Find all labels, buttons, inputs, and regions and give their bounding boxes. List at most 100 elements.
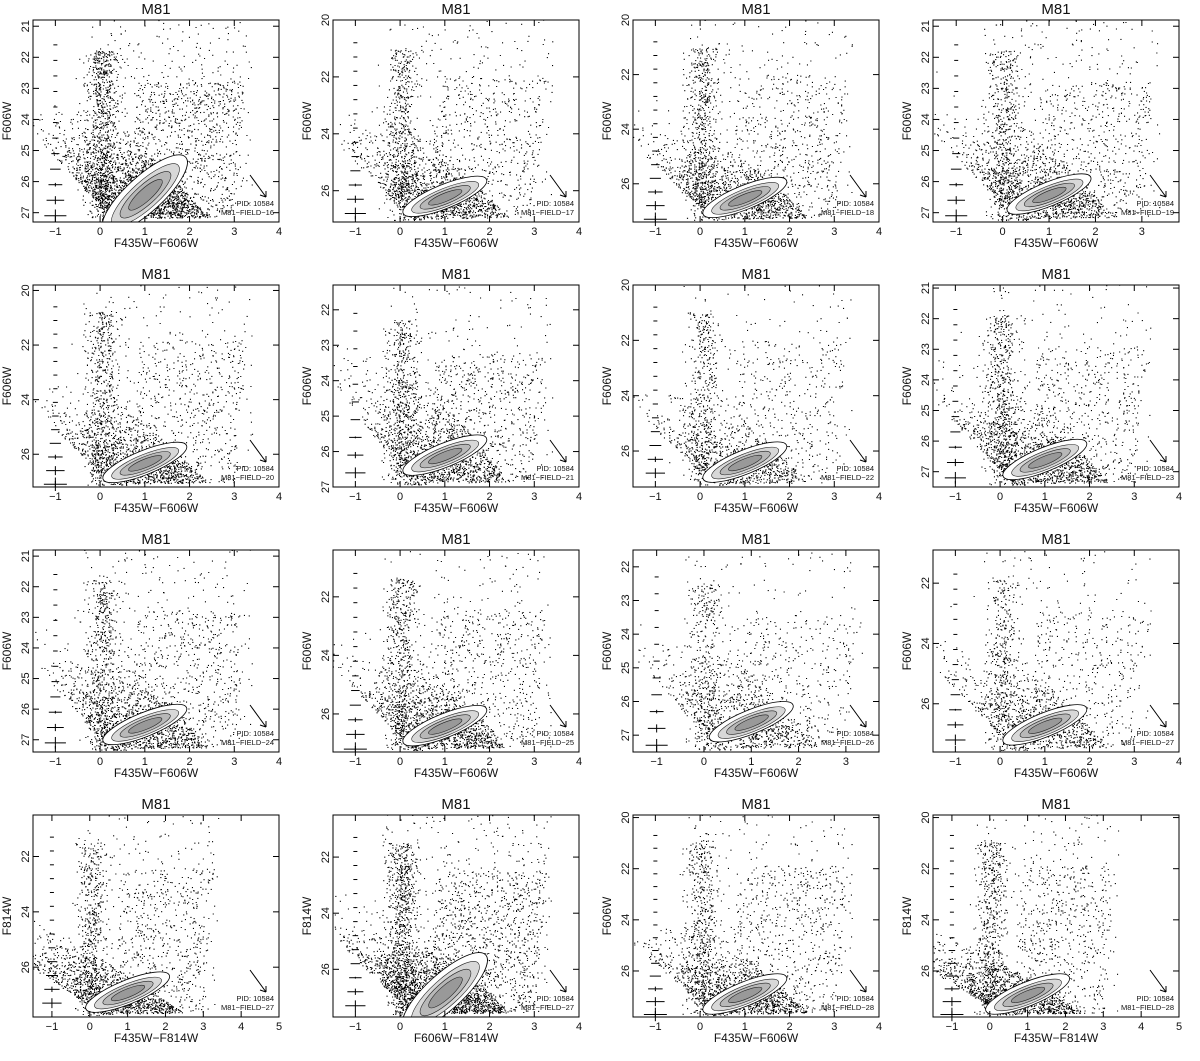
y-tick-label: 22 — [620, 68, 632, 80]
y-tick-label: 27 — [920, 207, 932, 219]
y-tick-label: 25 — [20, 144, 32, 156]
x-tick-label: 0 — [87, 1021, 93, 1033]
field-label: M81−FIELD−19 — [1121, 208, 1174, 217]
x-tick-label: 1 — [1025, 1021, 1031, 1033]
panel-title: M81 — [1041, 1, 1070, 18]
cmd-panel-8: −1 0 1 2 3 4 21 22 23 24 25 26 27 M81 F435W−F606W F606W… — [900, 265, 1200, 530]
x-tick-label: 0 — [697, 1021, 703, 1033]
panel-title: M81 — [441, 531, 470, 548]
x-tick-label: −1 — [650, 756, 663, 768]
y-tick-label: 20 — [20, 284, 32, 296]
x-tick-label: −1 — [349, 756, 362, 768]
x-tick-label: −1 — [649, 1021, 662, 1033]
density-contours — [85, 971, 170, 1013]
field-label: M81−FIELD−25 — [521, 738, 574, 747]
panel-title: M81 — [141, 1, 170, 18]
y-axis-label: F606W — [300, 631, 314, 670]
x-tick-label: 4 — [876, 491, 882, 503]
x-axis-label: F435W−F606W — [414, 766, 499, 780]
x-tick-label: −1 — [950, 226, 963, 238]
star-points — [339, 20, 554, 221]
x-tick-label: 3 — [843, 756, 849, 768]
panel-title: M81 — [741, 796, 770, 813]
x-tick-label: 0 — [397, 491, 403, 503]
y-tick-label: 27 — [320, 481, 332, 493]
cmd-plot: −1 0 1 2 3 4 22 24 26 M81 F435W−F606W F606W PID: 105… — [300, 531, 582, 780]
pid-label: PID: 10584 — [836, 729, 874, 738]
error-bars — [44, 573, 66, 749]
y-tick-label: 24 — [20, 642, 32, 654]
star-points — [633, 285, 853, 486]
y-tick-label: 26 — [320, 185, 332, 197]
cmd-plot: −1 0 1 2 3 4 20 22 24 26 M81 F435W−F606W F606W PID: 1… — [600, 796, 882, 1045]
x-tick-label: 3 — [831, 491, 837, 503]
pid-label: PID: 10584 — [836, 994, 874, 1003]
cmd-panel-16: −1 0 1 2 3 4 5 20 22 24 26 M81 F435W−F814W F814W PID: … — [900, 795, 1200, 1060]
x-tick-label: 4 — [576, 491, 582, 503]
y-axis-label: F606W — [600, 631, 614, 670]
y-axis: 22 24 26 — [20, 850, 279, 973]
density-contours — [401, 952, 488, 1017]
star-points — [934, 285, 1152, 486]
y-tick-label: 22 — [920, 863, 932, 875]
error-bars — [345, 312, 366, 479]
x-axis: −1 0 1 2 3 4 — [49, 20, 282, 238]
y-axis-label: F606W — [0, 366, 14, 405]
x-axis-label: F606W−F814W — [414, 1031, 499, 1045]
x-tick-label: 1 — [442, 756, 448, 768]
y-tick-label: 22 — [920, 313, 932, 325]
plot-frame — [32, 814, 280, 1018]
x-tick-label: 3 — [231, 226, 237, 238]
x-axis-label: F435W−F606W — [714, 236, 799, 250]
star-points — [633, 20, 853, 221]
reddening-arrow — [549, 704, 567, 728]
plot-frame — [632, 284, 880, 488]
y-axis: 20 22 24 26 — [920, 811, 1179, 977]
reddening-arrow — [1149, 969, 1167, 993]
plot-frame — [932, 814, 1180, 1018]
cmd-panel-11: −1 0 1 2 3 22 23 24 25 26 27 M81 F435W−F606W F606W PID… — [600, 530, 900, 795]
reddening-arrow — [549, 174, 567, 198]
x-tick-label: 1 — [1042, 491, 1048, 503]
x-tick-label: 3 — [1131, 491, 1137, 503]
x-tick-label: 0 — [97, 226, 103, 238]
y-tick-label: 22 — [920, 51, 932, 63]
reddening-arrow — [249, 439, 267, 463]
y-axis: 22 24 26 — [320, 591, 579, 720]
y-tick-label: 22 — [620, 863, 632, 875]
x-tick-label: 1 — [742, 1021, 748, 1033]
y-axis: 20 22 24 26 — [620, 811, 879, 977]
x-axis-label: F435W−F606W — [714, 1031, 799, 1045]
cmd-plot: −1 0 1 2 3 4 22 24 26 M81 F606W−F814W F814W PID: 105… — [300, 796, 582, 1045]
y-tick-label: 24 — [20, 906, 32, 918]
cmd-plot: −1 0 1 2 3 4 5 20 22 24 26 M81 F435W−F814W F814W PID: … — [900, 796, 1182, 1045]
field-label: M81−FIELD−27 — [1121, 738, 1174, 747]
y-tick-label: 24 — [920, 637, 932, 649]
cmd-panel-14: −1 0 1 2 3 4 22 24 26 M81 F606W−F814W F814W PID: 105… — [300, 795, 600, 1060]
x-tick-label: 1 — [142, 491, 148, 503]
x-tick-label: −1 — [46, 1021, 59, 1033]
y-axis-label: F606W — [0, 101, 14, 140]
star-points — [33, 815, 220, 1017]
pid-label: PID: 10584 — [836, 199, 874, 208]
cmd-plot: −1 0 1 2 3 4 20 22 24 26 M81 F435W−F606W F606W PID: 1… — [0, 266, 282, 515]
star-points — [634, 815, 853, 1017]
pid-label: PID: 10584 — [536, 729, 574, 738]
y-axis: 22 24 26 — [920, 577, 1179, 710]
x-tick-label: 4 — [576, 226, 582, 238]
pid-label: PID: 10584 — [236, 729, 274, 738]
x-axis-label: F435W−F606W — [114, 766, 199, 780]
y-tick-label: 21 — [20, 20, 32, 32]
density-contours — [102, 703, 188, 746]
x-tick-label: −1 — [349, 1021, 362, 1033]
x-tick-label: 3 — [531, 491, 537, 503]
x-tick-label: 1 — [125, 1021, 131, 1033]
x-tick-label: −1 — [349, 491, 362, 503]
x-tick-label: 4 — [876, 226, 882, 238]
y-tick-label: 23 — [620, 594, 632, 606]
x-tick-label: 4 — [876, 1021, 882, 1033]
pid-label: PID: 10584 — [236, 199, 274, 208]
y-tick-label: 26 — [920, 175, 932, 187]
x-tick-label: 2 — [486, 756, 492, 768]
y-tick-label: 24 — [620, 628, 632, 640]
